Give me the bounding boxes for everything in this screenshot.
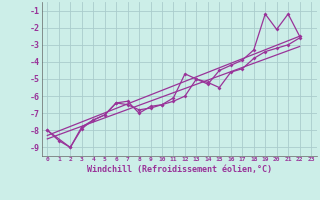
X-axis label: Windchill (Refroidissement éolien,°C): Windchill (Refroidissement éolien,°C): [87, 165, 272, 174]
